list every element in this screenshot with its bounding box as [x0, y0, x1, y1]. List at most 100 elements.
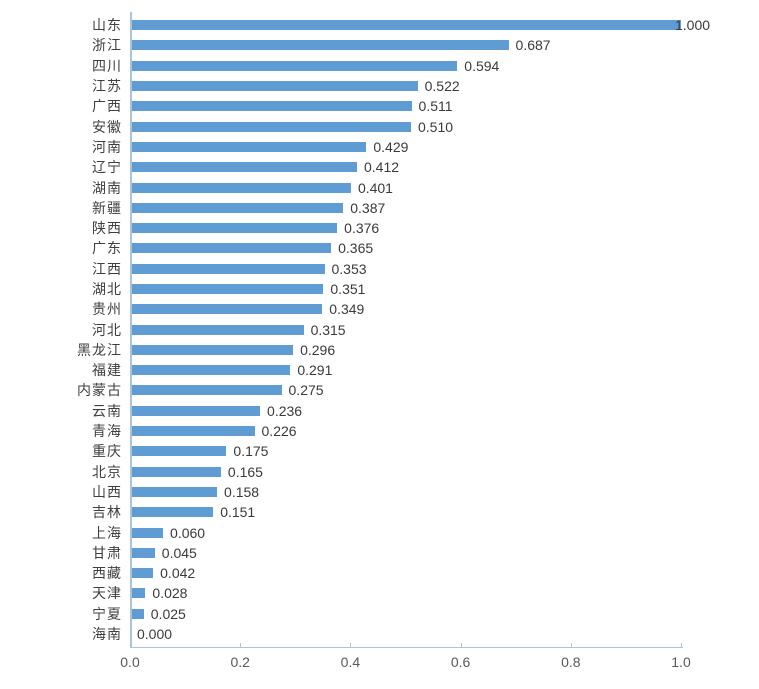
category-label: 广西 [92, 98, 122, 115]
bar [130, 324, 304, 335]
value-label: 0.226 [261, 423, 297, 440]
category-label: 广东 [92, 240, 122, 257]
bar [130, 466, 221, 477]
category-label: 海南 [92, 626, 122, 643]
value-label: 0.522 [424, 78, 460, 95]
category-label: 新疆 [92, 199, 122, 216]
value-label: 0.060 [170, 524, 206, 541]
chart-row: 内蒙古 0.275 [0, 380, 759, 400]
category-label: 内蒙古 [77, 382, 122, 399]
chart-row: 河南 0.429 [0, 137, 759, 157]
value-label: 0.401 [357, 179, 393, 196]
y-axis-line [130, 12, 132, 648]
chart-row: 山西 0.158 [0, 482, 759, 502]
value-label: 0.025 [150, 605, 186, 622]
bar [130, 284, 324, 294]
category-label: 云南 [92, 402, 122, 419]
chart-row: 辽宁 0.412 [0, 157, 759, 177]
category-label: 河南 [92, 138, 122, 155]
x-axis-line [130, 647, 683, 648]
chart-row: 江苏 0.522 [0, 76, 759, 96]
x-tick-label: 0.6 [450, 654, 471, 670]
category-label: 江西 [92, 260, 122, 277]
bar [130, 202, 344, 213]
bar [130, 40, 509, 51]
chart-row: 浙江 0.687 [0, 35, 759, 55]
chart-row: 甘肃 0.045 [0, 543, 759, 563]
bar [130, 344, 294, 355]
value-label: 0.236 [267, 402, 303, 419]
value-label: 0.365 [338, 240, 374, 257]
category-label: 山东 [92, 17, 122, 34]
bar [130, 486, 218, 497]
x-tick-label: 0.2 [230, 654, 250, 670]
category-label: 天津 [92, 585, 122, 602]
bar [130, 20, 681, 31]
value-label: 0.275 [288, 382, 324, 399]
chart-row: 江西 0.353 [0, 259, 759, 279]
category-label: 福建 [92, 362, 122, 379]
bar [130, 446, 227, 457]
chart-row: 新疆 0.387 [0, 198, 759, 218]
value-label: 0.349 [329, 301, 365, 318]
bar [130, 608, 144, 619]
chart-row: 海南 0.000 [0, 624, 759, 644]
value-label: 0.387 [350, 199, 386, 216]
category-label: 宁夏 [92, 605, 122, 622]
x-tick [350, 643, 352, 648]
category-label: 重庆 [92, 443, 122, 460]
bar [130, 121, 411, 132]
chart-row: 湖北 0.351 [0, 279, 759, 299]
x-tick-label: 0.8 [561, 654, 581, 670]
bar [130, 141, 367, 152]
bar [130, 223, 338, 234]
category-label: 北京 [92, 463, 122, 480]
category-label: 山西 [92, 483, 122, 500]
value-label: 0.376 [344, 220, 380, 237]
value-label: 0.296 [300, 341, 336, 358]
chart-row: 安徽 0.510 [0, 116, 759, 136]
bar [130, 182, 351, 193]
category-label: 浙江 [92, 37, 122, 54]
category-label: 黑龙江 [77, 341, 122, 358]
chart-row: 重庆 0.175 [0, 441, 759, 461]
chart-row: 北京 0.165 [0, 462, 759, 482]
bar [130, 162, 357, 173]
bar [130, 385, 282, 396]
x-tick-label: 0.4 [340, 654, 361, 670]
chart-row: 贵州 0.349 [0, 299, 759, 319]
category-label: 陕西 [92, 220, 122, 237]
x-tick [240, 643, 242, 648]
chart-row: 上海 0.060 [0, 522, 759, 542]
chart-row: 山东 1.000 [0, 15, 759, 35]
value-label: 0.315 [310, 321, 346, 338]
x-tick [570, 643, 572, 648]
category-label: 江苏 [92, 78, 122, 95]
chart-row: 福建 0.291 [0, 360, 759, 380]
bar [130, 101, 412, 112]
x-tick-label: 0.0 [120, 654, 140, 670]
category-label: 河北 [92, 321, 122, 338]
value-label: 0.351 [330, 281, 366, 297]
chart-row: 湖南 0.401 [0, 177, 759, 197]
chart-row: 宁夏 0.025 [0, 604, 759, 624]
chart-row: 云南 0.236 [0, 401, 759, 421]
category-label: 辽宁 [92, 159, 122, 176]
value-label: 0.042 [160, 565, 196, 582]
bar [130, 405, 261, 416]
value-label: 0.594 [464, 57, 500, 74]
chart-row: 四川 0.594 [0, 56, 759, 76]
category-label: 西藏 [92, 565, 122, 582]
value-label: 0.175 [233, 443, 269, 460]
bar [130, 527, 164, 538]
bar [130, 588, 146, 599]
chart-row: 西藏 0.042 [0, 563, 759, 583]
bar [130, 568, 154, 579]
value-label: 0.429 [373, 138, 409, 155]
value-label: 0.165 [227, 463, 263, 480]
chart-row: 广西 0.511 [0, 96, 759, 116]
x-tick [130, 643, 131, 648]
value-label: 0.151 [220, 504, 256, 521]
category-label: 上海 [92, 524, 122, 541]
chart-row: 黑龙江 0.296 [0, 340, 759, 360]
